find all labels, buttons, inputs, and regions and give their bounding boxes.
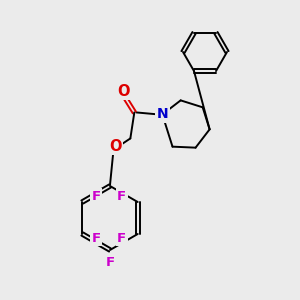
Text: F: F [92,190,101,202]
Text: F: F [92,232,101,244]
Text: O: O [109,139,122,154]
Text: F: F [117,190,126,202]
Text: O: O [117,84,130,99]
Text: N: N [157,107,168,122]
Text: F: F [117,232,126,244]
Text: F: F [105,256,115,268]
